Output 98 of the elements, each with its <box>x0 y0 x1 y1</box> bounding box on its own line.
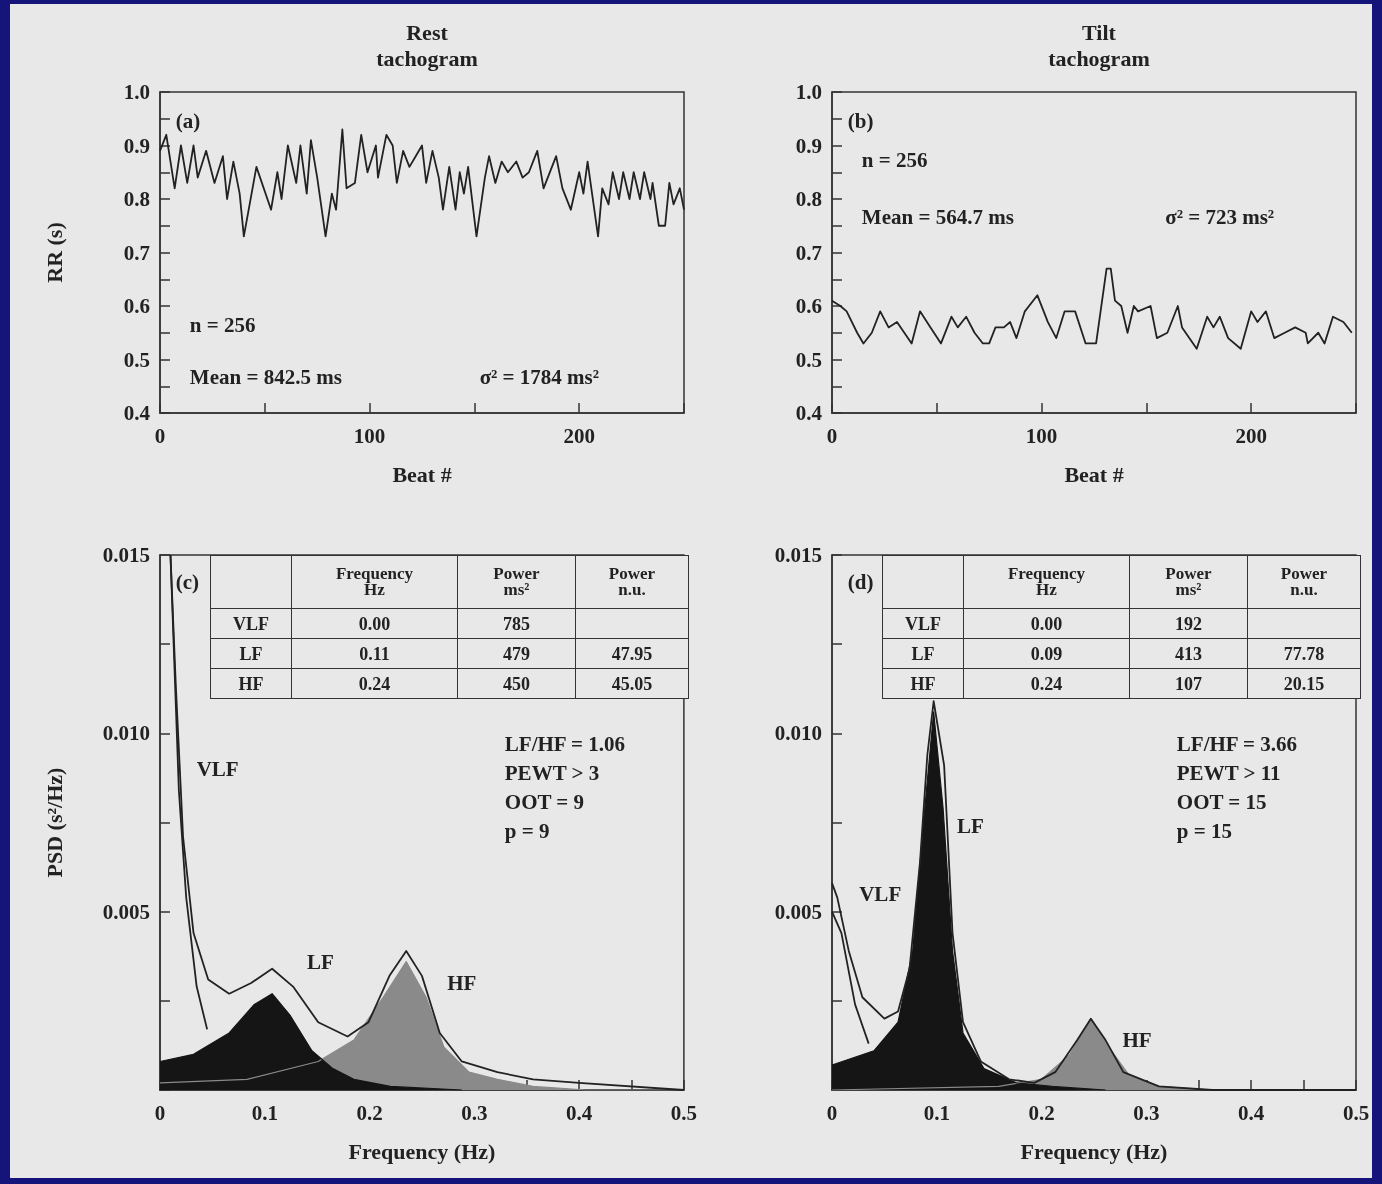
annotation: HF <box>882 668 964 699</box>
annotation: LF <box>882 638 964 669</box>
y-tick-label: 0.015 <box>102 543 150 567</box>
annotation: HF <box>447 971 477 995</box>
annotation: 0.11 <box>291 638 458 669</box>
y-tick-label: 0.7 <box>795 240 822 265</box>
x-tick-label: 0 <box>154 1100 166 1125</box>
y-tick-label: 0.6 <box>123 294 150 318</box>
annotation: VLF <box>210 608 292 639</box>
annotation: σ² = 1784 ms² <box>479 365 600 390</box>
annotation: Power ms² <box>1129 555 1248 609</box>
annotation: Power n.u. <box>1247 555 1361 609</box>
x-tick-label: 0.1 <box>923 1100 950 1125</box>
x-tick-label: 200 <box>563 423 595 448</box>
annotation: LF/HF = 3.66 <box>1176 731 1298 756</box>
annotation: VLF <box>882 608 964 639</box>
x-tick-label: 200 <box>1235 423 1267 448</box>
y-tick-label: 0.5 <box>123 347 150 372</box>
annotation: 413 <box>1129 638 1248 669</box>
x-tick-label: 0.1 <box>251 1100 278 1125</box>
x-tick-label: 0.2 <box>356 1100 383 1125</box>
annotation: 0.24 <box>963 668 1130 699</box>
y-tick-label: 0.7 <box>123 240 150 265</box>
x-tick-label: 0 <box>154 423 166 448</box>
chart-title: Tilt tachogram <box>1048 19 1150 71</box>
annotation: 479 <box>457 638 576 669</box>
annotation: 47.95 <box>575 638 689 669</box>
annotation: (a) <box>175 109 201 134</box>
annotation: p = 9 <box>504 818 550 843</box>
x-tick-label: 100 <box>1025 423 1058 448</box>
x-axis-title: Frequency (Hz) <box>1020 1138 1168 1164</box>
annotation: PEWT > 11 <box>1176 760 1281 785</box>
x-axis-title: Beat # <box>392 461 452 487</box>
x-axis-title: Beat # <box>1064 461 1124 487</box>
y-tick-label: 0.005 <box>774 899 822 924</box>
y-tick-label: 1.0 <box>795 80 822 104</box>
annotation: 20.15 <box>1247 668 1361 699</box>
annotation: HF <box>210 668 292 699</box>
annotation: 77.78 <box>1247 638 1361 669</box>
x-axis-title: Frequency (Hz) <box>348 1138 496 1164</box>
annotation: 107 <box>1129 668 1248 699</box>
y-tick-label: 0.6 <box>795 294 822 318</box>
y-tick-label: 0.9 <box>795 133 822 158</box>
annotation: OOT = 15 <box>1176 789 1267 814</box>
annotation: HF <box>1122 1028 1152 1053</box>
x-tick-label: 0 <box>826 1100 838 1125</box>
y-tick-label: 0.010 <box>774 721 822 746</box>
annotation: Power ms² <box>457 555 576 609</box>
annotation: p = 15 <box>1176 818 1232 843</box>
annotation: 785 <box>457 608 576 639</box>
chart-title: Rest tachogram <box>376 19 478 71</box>
annotation: PEWT > 3 <box>504 760 600 785</box>
x-tick-label: 0.5 <box>670 1100 697 1125</box>
annotation: Mean = 842.5 ms <box>189 365 342 390</box>
annotation: LF <box>306 949 334 974</box>
annotation: LF/HF = 1.06 <box>504 731 626 756</box>
y-tick-label: 1.0 <box>123 80 150 104</box>
annotation: LF <box>210 638 292 669</box>
y-tick-label: 0.010 <box>102 721 150 746</box>
annotation: Mean = 564.7 ms <box>861 204 1014 229</box>
annotation: (d) <box>847 569 874 594</box>
x-tick-label: 0.4 <box>565 1100 593 1125</box>
x-tick-label: 0.3 <box>1133 1100 1160 1125</box>
annotation: 450 <box>457 668 576 699</box>
x-tick-label: 100 <box>353 423 386 448</box>
annotation: 0.00 <box>963 608 1130 639</box>
y-tick-label: 0.8 <box>795 187 822 211</box>
x-tick-label: 0.4 <box>1238 1100 1265 1125</box>
y-tick-label: 0.005 <box>102 899 150 924</box>
y-tick-label: 0.5 <box>795 347 822 372</box>
x-tick-label: 0.2 <box>1028 1100 1055 1125</box>
annotation: LF <box>956 814 984 839</box>
annotation: 192 <box>1129 608 1248 639</box>
x-tick-label: 0.5 <box>1342 1100 1370 1125</box>
annotation: n = 256 <box>861 148 928 173</box>
x-tick-label: 0 <box>826 423 838 448</box>
annotation: VLF <box>859 881 902 906</box>
annotation: OOT = 9 <box>504 789 585 814</box>
annotation: (b) <box>847 109 874 134</box>
y-axis-title: RR (s) <box>41 222 67 283</box>
annotation: n = 256 <box>189 313 256 338</box>
annotation: 45.05 <box>575 668 689 699</box>
y-tick-label: 0.4 <box>123 401 151 425</box>
y-tick-label: 0.015 <box>774 543 822 567</box>
annotation: Power n.u. <box>575 555 689 609</box>
annotation: VLF <box>196 757 239 781</box>
annotation: 0.24 <box>291 668 458 699</box>
annotation: 0.09 <box>963 638 1130 669</box>
annotation: Frequency Hz <box>963 555 1130 609</box>
y-tick-label: 0.9 <box>123 133 150 158</box>
annotation: σ² = 723 ms² <box>1165 204 1275 229</box>
y-tick-label: 0.4 <box>795 401 823 425</box>
x-tick-label: 0.3 <box>461 1100 488 1125</box>
y-axis-title: PSD (s²/Hz) <box>41 767 67 878</box>
annotation: 0.00 <box>291 608 458 639</box>
annotation: Frequency Hz <box>291 555 458 609</box>
annotation: (c) <box>175 569 200 594</box>
y-tick-label: 0.8 <box>123 187 150 211</box>
